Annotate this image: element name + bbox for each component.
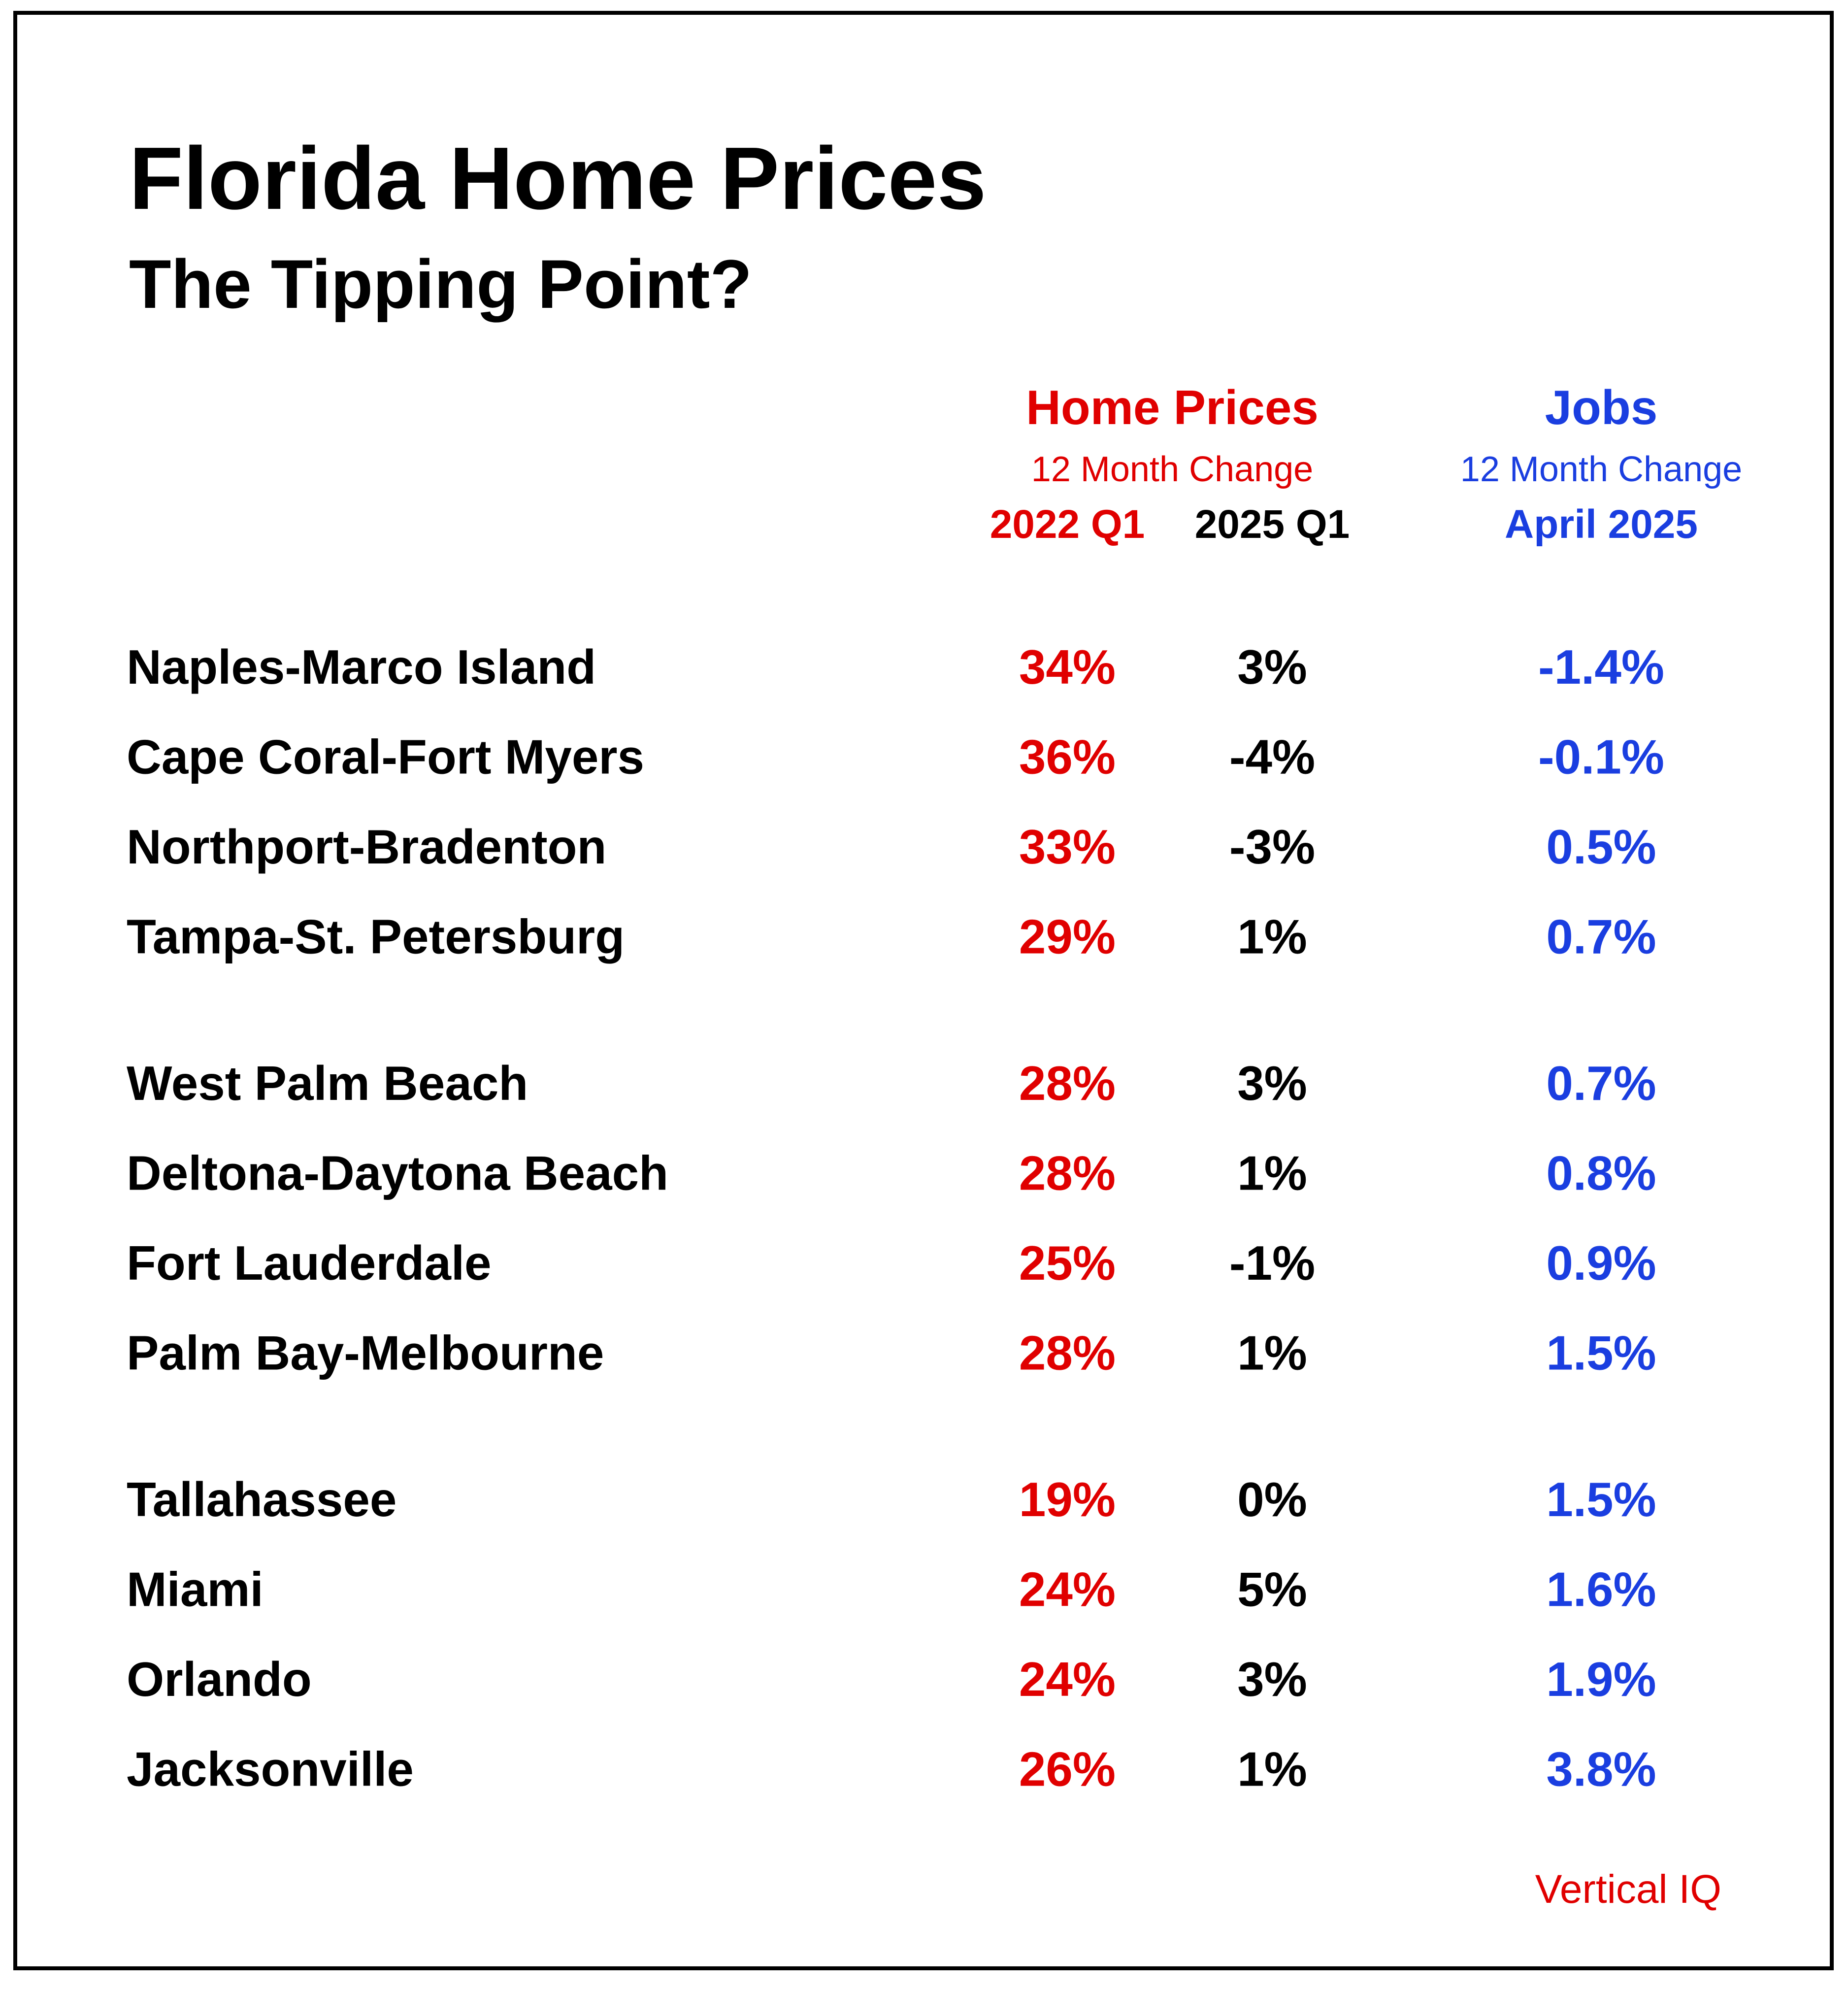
metro-name: Deltona-Daytona Beach <box>127 1146 668 1200</box>
price-change-2025: -4% <box>1229 730 1315 784</box>
column-subtitle: 12 Month Change <box>1031 450 1313 489</box>
column-title: Jobs <box>1545 380 1658 434</box>
subtitle: The Tipping Point? <box>129 245 752 323</box>
price-change-2022: 24% <box>1019 1562 1116 1617</box>
price-change-2025: 5% <box>1237 1562 1307 1617</box>
metro-name: Cape Coral-Fort Myers <box>127 730 644 784</box>
price-change-2022: 26% <box>1019 1742 1116 1796</box>
price-change-2022: 19% <box>1019 1472 1116 1526</box>
jobs-change: 0.5% <box>1546 820 1656 874</box>
metro-name: Orlando <box>127 1652 312 1706</box>
metro-name: Jacksonville <box>127 1742 414 1796</box>
price-change-2025: 3% <box>1237 640 1307 694</box>
price-change-2025: -3% <box>1229 820 1315 874</box>
jobs-change: 0.7% <box>1546 910 1656 964</box>
price-change-2022: 33% <box>1019 820 1116 874</box>
price-change-2025: 1% <box>1237 910 1307 964</box>
column-period: 2022 Q1 <box>990 502 1145 547</box>
jobs-change: 1.9% <box>1546 1652 1656 1706</box>
price-change-2022: 28% <box>1019 1146 1116 1200</box>
price-change-2022: 28% <box>1019 1326 1116 1380</box>
source: Vertical IQ <box>1535 1867 1721 1912</box>
jobs-change: 1.6% <box>1546 1562 1656 1617</box>
price-change-2022: 36% <box>1019 730 1116 784</box>
price-change-2022: 28% <box>1019 1056 1116 1110</box>
jobs-change: -1.4% <box>1538 640 1664 694</box>
price-change-2025: 1% <box>1237 1146 1307 1200</box>
column-period: April 2025 <box>1505 502 1698 547</box>
jobs-change: 0.9% <box>1546 1236 1656 1290</box>
metro-name: Palm Bay-Melbourne <box>127 1326 604 1380</box>
price-change-2025: 1% <box>1237 1742 1307 1796</box>
price-change-2025: 0% <box>1237 1472 1307 1526</box>
frame <box>13 11 1834 1970</box>
metro-name: Tampa-St. Petersburg <box>127 910 625 964</box>
metro-name: Naples-Marco Island <box>127 640 596 694</box>
title: Florida Home Prices <box>129 129 987 228</box>
jobs-change: 3.8% <box>1546 1742 1656 1796</box>
price-change-2025: 3% <box>1237 1652 1307 1706</box>
jobs-change: 0.8% <box>1546 1146 1656 1200</box>
price-change-2025: -1% <box>1229 1236 1315 1290</box>
metro-name: Fort Lauderdale <box>127 1236 492 1290</box>
price-change-2022: 25% <box>1019 1236 1116 1290</box>
jobs-change: 1.5% <box>1546 1326 1656 1380</box>
price-change-2022: 34% <box>1019 640 1116 694</box>
column-title: Home Prices <box>1026 380 1319 434</box>
price-change-2025: 3% <box>1237 1056 1307 1110</box>
jobs-change: 1.5% <box>1546 1472 1656 1526</box>
column-period: 2025 Q1 <box>1195 502 1350 547</box>
price-change-2022: 24% <box>1019 1652 1116 1706</box>
metro-name: Tallahassee <box>127 1472 396 1526</box>
metro-name: West Palm Beach <box>127 1056 528 1110</box>
jobs-change: -0.1% <box>1538 730 1664 784</box>
metro-name: Miami <box>127 1562 264 1617</box>
price-change-2022: 29% <box>1019 910 1116 964</box>
column-subtitle: 12 Month Change <box>1460 450 1742 489</box>
metro-name: Northport-Bradenton <box>127 820 606 874</box>
jobs-change: 0.7% <box>1546 1056 1656 1110</box>
price-change-2025: 1% <box>1237 1326 1307 1380</box>
